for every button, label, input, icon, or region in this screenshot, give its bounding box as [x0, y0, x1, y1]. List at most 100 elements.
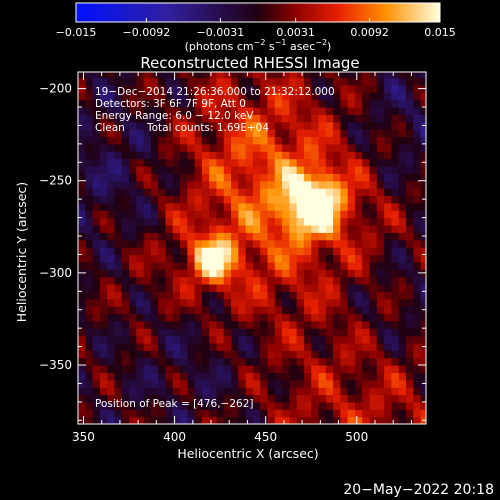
image-pixel	[376, 114, 385, 123]
image-pixel	[362, 92, 371, 101]
image-pixel	[282, 401, 290, 410]
image-pixel	[180, 72, 188, 79]
image-pixel	[376, 276, 385, 285]
image-pixel	[391, 283, 400, 292]
image-pixel	[172, 372, 181, 381]
image-pixel	[354, 247, 363, 256]
image-pixel	[325, 394, 334, 403]
image-pixel	[413, 107, 422, 115]
image-pixel	[311, 269, 320, 278]
image-pixel	[121, 129, 130, 138]
image-pixel	[311, 387, 320, 396]
image-pixel	[282, 350, 290, 359]
image-pixel	[129, 276, 137, 285]
image-pixel	[245, 372, 254, 381]
image-pixel	[340, 136, 349, 145]
image-pixel	[92, 77, 101, 86]
image-pixel	[245, 224, 254, 233]
image-pixel	[209, 387, 218, 396]
image-pixel	[398, 298, 407, 307]
image-pixel	[194, 254, 203, 263]
image-pixel	[391, 306, 400, 315]
image-pixel	[114, 342, 123, 351]
image-pixel	[238, 92, 247, 101]
image-pixel	[413, 254, 422, 263]
image-pixel	[362, 387, 371, 396]
image-pixel	[238, 387, 247, 396]
image-pixel	[289, 372, 298, 381]
image-pixel	[187, 298, 196, 307]
image-pixel	[267, 151, 276, 160]
image-pixel	[143, 254, 152, 263]
image-pixel	[333, 151, 341, 160]
image-pixel	[223, 387, 232, 396]
image-pixel	[129, 306, 137, 315]
image-pixel	[136, 114, 145, 123]
image-pixel	[325, 210, 334, 219]
image-pixel	[107, 239, 116, 248]
image-pixel	[121, 394, 130, 403]
image-pixel	[296, 72, 305, 79]
image-pixel	[252, 387, 261, 396]
image-pixel	[158, 165, 167, 174]
image-pixel	[282, 129, 290, 138]
image-pixel	[78, 335, 86, 344]
image-pixel	[107, 84, 116, 93]
image-pixel	[413, 143, 422, 152]
image-pixel	[238, 107, 247, 115]
image-pixel	[391, 276, 400, 285]
image-pixel	[384, 313, 392, 322]
image-pixel	[347, 313, 356, 322]
image-pixel	[180, 401, 188, 410]
image-pixel	[107, 401, 116, 410]
image-pixel	[405, 379, 414, 388]
image-pixel	[413, 77, 422, 86]
image-pixel	[158, 328, 167, 337]
image-pixel	[223, 143, 232, 152]
image-pixel	[384, 357, 392, 366]
image-pixel	[92, 232, 101, 241]
image-pixel	[354, 387, 363, 396]
image-pixel	[209, 232, 218, 241]
image-pixel	[260, 254, 269, 263]
image-pixel	[99, 224, 108, 233]
image-pixel	[413, 72, 422, 79]
image-pixel	[99, 77, 108, 86]
image-pixel	[231, 247, 239, 256]
image-pixel	[223, 328, 232, 337]
image-pixel	[150, 224, 159, 233]
image-pixel	[165, 99, 174, 108]
image-pixel	[136, 217, 145, 226]
image-pixel	[165, 365, 174, 373]
image-pixel	[114, 224, 123, 233]
image-pixel	[347, 114, 356, 123]
image-pixel	[391, 188, 400, 197]
image-pixel	[245, 114, 254, 123]
image-pixel	[318, 143, 327, 152]
image-pixel	[85, 107, 94, 115]
image-pixel	[187, 202, 196, 211]
image-pixel	[252, 416, 261, 424]
image-pixel	[216, 143, 225, 152]
image-pixel	[333, 387, 341, 396]
image-pixel	[252, 365, 261, 373]
image-pixel	[150, 276, 159, 285]
image-pixel	[333, 129, 341, 138]
image-pixel	[398, 283, 407, 292]
image-pixel	[340, 114, 349, 123]
image-pixel	[180, 416, 188, 424]
image-pixel	[311, 217, 320, 226]
image-pixel	[99, 350, 108, 359]
image-pixel	[391, 173, 400, 182]
image-pixel	[129, 313, 137, 322]
image-pixel	[143, 165, 152, 174]
image-pixel	[282, 121, 290, 130]
image-pixel	[376, 99, 385, 108]
image-pixel	[340, 180, 349, 189]
image-pixel	[340, 210, 349, 219]
image-pixel	[420, 180, 426, 189]
image-pixel	[289, 387, 298, 396]
image-pixel	[129, 328, 137, 337]
image-pixel	[216, 269, 225, 278]
image-pixel	[252, 254, 261, 263]
